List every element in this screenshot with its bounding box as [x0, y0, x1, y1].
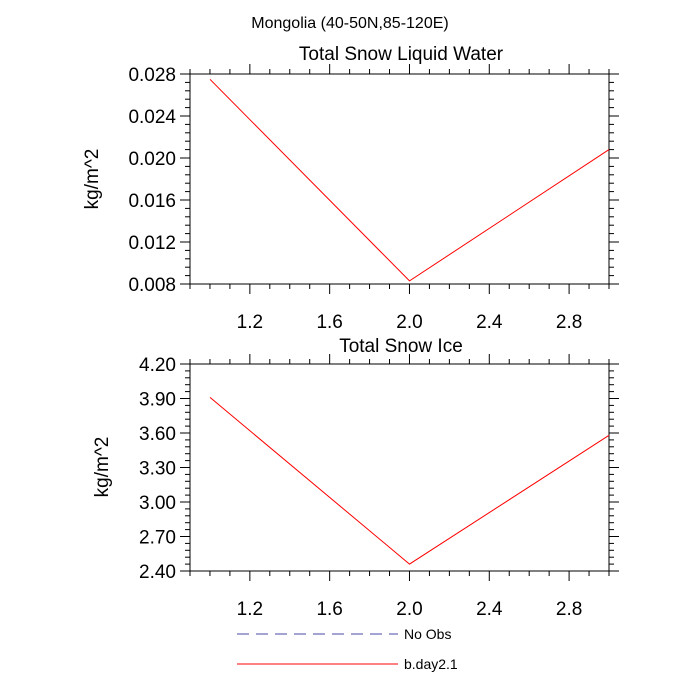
- chart-title: Total Snow Liquid Water: [299, 44, 504, 65]
- series-line: [209, 78, 610, 282]
- x-tick-label: 1.6: [316, 312, 342, 333]
- x-tick-label: 1.2: [237, 599, 263, 620]
- series-line: [209, 397, 610, 565]
- y-tick-label: 3.60: [139, 424, 176, 445]
- plot-frame: [189, 363, 610, 572]
- chart-bottom: Total Snow Ice kg/m^2 1.2 1.6 2.0 2.4 2.8 2.4…: [92, 336, 619, 620]
- y-tick-label: 3.30: [139, 459, 176, 480]
- x-tick-label: 1.6: [316, 599, 342, 620]
- y-tick-label: 0.008: [128, 275, 176, 296]
- x-tick-label: 2.4: [476, 599, 503, 620]
- y-tick-label: 4.20: [139, 355, 176, 376]
- x-tick-label: 1.2: [237, 312, 263, 333]
- y-tick-label: 2.40: [139, 562, 176, 583]
- y-tick-label: 3.00: [139, 493, 176, 514]
- y-axis-label: kg/m^2: [82, 149, 103, 210]
- legend: No Obs b.day2.1: [237, 626, 458, 672]
- y-axis-label: kg/m^2: [92, 437, 113, 498]
- legend-label-no-obs: No Obs: [404, 626, 451, 642]
- chart-top: Total Snow Liquid Water kg/m^2 1.2 1.6 2.0…: [82, 44, 619, 333]
- x-tick-label: 2.0: [396, 599, 422, 620]
- x-tick-label: 2.8: [556, 312, 582, 333]
- x-tick-label: 2.0: [396, 312, 422, 333]
- plot-frame: [189, 73, 610, 285]
- y-tick-label: 0.024: [128, 107, 176, 128]
- y-tick-label: 0.028: [128, 65, 176, 86]
- y-tick-label: 0.020: [128, 149, 176, 170]
- x-tick-label: 2.8: [556, 599, 582, 620]
- y-tick-label: 0.012: [128, 233, 176, 254]
- chart-title: Total Snow Ice: [339, 336, 463, 357]
- y-tick-label: 2.70: [139, 528, 176, 549]
- y-tick-label: 0.016: [128, 191, 176, 212]
- y-tick-label: 3.90: [139, 390, 176, 411]
- region-title: Mongolia (40-50N,85-120E): [251, 15, 448, 32]
- legend-label-b-day2-1: b.day2.1: [404, 656, 458, 672]
- x-tick-label: 2.4: [476, 312, 503, 333]
